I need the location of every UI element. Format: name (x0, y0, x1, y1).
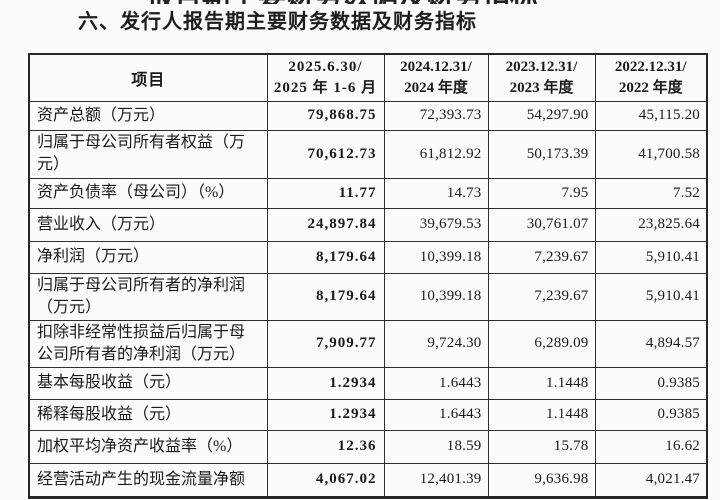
value-cell: 1.2934 (266, 398, 385, 431)
column-header-2025: 2025.6.30/ 2025 年 1-6 月 (266, 53, 385, 102)
value-cell: 39,679.53 (383, 207, 489, 242)
header-line1: 2024.12.31/ (400, 58, 472, 75)
table-row: 加权平均净资产收益率（%） 12.36 18.59 15.78 16.62 (28, 429, 708, 464)
table-row: 基本每股收益（元） 1.2934 1.6443 1.1448 0.9385 (28, 366, 708, 400)
value-cell: 7,909.77 (266, 319, 385, 368)
header-line2: 2024 年度 (404, 79, 468, 96)
value-cell: 1.1448 (487, 366, 596, 400)
row-label: 资产总额（万元） (28, 100, 268, 131)
value-cell: 1.6443 (383, 366, 489, 400)
value-cell: 7,239.67 (487, 272, 596, 321)
table-row: 净利润（万元） 8,179.64 10,399.18 7,239.67 5,91… (28, 240, 708, 274)
row-label: 营业收入（万元） (28, 207, 268, 242)
row-label: 加权平均净资产收益率（%） (28, 429, 268, 464)
table-row: 归属于母公司所有者权益（万元） 70,612.73 61,812.92 50,1… (28, 129, 708, 179)
value-cell: 10,399.18 (383, 240, 489, 274)
row-label: 净利润（万元） (28, 240, 268, 274)
value-cell: 4,894.57 (594, 319, 708, 368)
table-row: 经营活动产生的现金流量净额 4,067.02 12,401.39 9,636.9… (28, 462, 708, 498)
header-line2: 2023 年度 (509, 79, 574, 96)
value-cell: 12.36 (266, 429, 385, 464)
header-line1: 2022.12.31/ (614, 58, 687, 75)
value-cell: 70,612.73 (266, 129, 385, 179)
clipped-text: 报告期主要财务数据及财务指标 (146, 0, 566, 4)
table-row: 资产负债率（母公司）（%） 11.77 14.73 7.95 7.52 (28, 177, 708, 209)
row-label: 基本每股收益（元） (28, 366, 268, 400)
value-cell: 12,401.39 (383, 462, 489, 498)
financial-table: 项目 2025.6.30/ 2025 年 1-6 月 2024.12.31/ 2… (28, 53, 708, 499)
row-label: 经营活动产生的现金流量净额 (28, 462, 268, 498)
value-cell: 7.52 (594, 177, 708, 209)
value-cell: 9,724.30 (383, 319, 489, 368)
value-cell: 15.78 (487, 429, 596, 464)
value-cell: 9,636.98 (487, 462, 596, 498)
value-cell: 5,910.41 (594, 272, 708, 321)
value-cell: 24,897.84 (266, 207, 385, 242)
value-cell: 7,239.67 (487, 240, 596, 274)
value-cell: 8,179.64 (266, 240, 385, 274)
value-cell: 4,021.47 (594, 462, 708, 498)
row-label: 稀释每股收益（元） (28, 398, 268, 431)
value-cell: 1.1448 (487, 398, 596, 431)
value-cell: 6,289.09 (487, 319, 596, 368)
table-row: 稀释每股收益（元） 1.2934 1.6443 1.1448 0.9385 (28, 398, 708, 431)
value-cell: 79,868.75 (266, 100, 385, 131)
value-cell: 5,910.41 (594, 240, 708, 274)
value-cell: 23,825.64 (594, 207, 708, 242)
value-cell: 41,700.58 (594, 129, 708, 179)
value-cell: 1.6443 (383, 398, 489, 431)
value-cell: 18.59 (383, 429, 489, 464)
table-row: 扣除非经常性损益后归属于母公司所有者的净利润（万元） 7,909.77 9,72… (28, 319, 708, 368)
value-cell: 1.2934 (266, 366, 385, 400)
value-cell: 11.77 (266, 177, 385, 209)
value-cell: 8,179.64 (266, 272, 385, 321)
header-line1: 2025.6.30/ (288, 58, 363, 75)
section-title: 六、发行人报告期主要财务数据及财务指标 (78, 11, 477, 33)
row-label: 扣除非经常性损益后归属于母公司所有者的净利润（万元） (28, 319, 268, 368)
value-cell: 45,115.20 (594, 100, 708, 131)
table-row: 营业收入（万元） 24,897.84 39,679.53 30,761.07 2… (28, 207, 708, 242)
clipped-text-line: 报告期主要财务数据及财务指标 (146, 0, 566, 4)
header-line2: 2022 年度 (618, 79, 683, 96)
value-cell: 54,297.90 (487, 100, 596, 131)
column-header-2022: 2022.12.31/ 2022 年度 (594, 53, 708, 102)
value-cell: 50,173.39 (487, 129, 596, 179)
value-cell: 30,761.07 (487, 207, 596, 242)
row-label: 归属于母公司所有者权益（万元） (28, 129, 268, 179)
value-cell: 72,393.73 (383, 100, 489, 131)
column-header-2023: 2023.12.31/ 2023 年度 (487, 53, 596, 102)
value-cell: 10,399.18 (383, 272, 489, 321)
table-row: 资产总额（万元） 79,868.75 72,393.73 54,297.90 4… (28, 100, 708, 131)
header-line2: 2025 年 1-6 月 (273, 79, 378, 96)
value-cell: 0.9385 (594, 398, 708, 431)
header-row: 项目 2025.6.30/ 2025 年 1-6 月 2024.12.31/ 2… (28, 53, 708, 102)
value-cell: 14.73 (383, 177, 489, 209)
row-label: 归属于母公司所有者的净利润（万元） (28, 272, 268, 321)
value-cell: 0.9385 (594, 366, 708, 400)
value-cell: 16.62 (594, 429, 708, 464)
column-header-item: 项目 (28, 53, 268, 102)
table-row: 归属于母公司所有者的净利润（万元） 8,179.64 10,399.18 7,2… (28, 272, 708, 321)
value-cell: 4,067.02 (266, 462, 385, 498)
value-cell: 61,812.92 (383, 129, 489, 179)
value-cell: 7.95 (487, 177, 596, 209)
column-header-2024: 2024.12.31/ 2024 年度 (383, 53, 489, 102)
row-label: 资产负债率（母公司）（%） (28, 177, 268, 209)
header-line1: 2023.12.31/ (505, 58, 578, 75)
